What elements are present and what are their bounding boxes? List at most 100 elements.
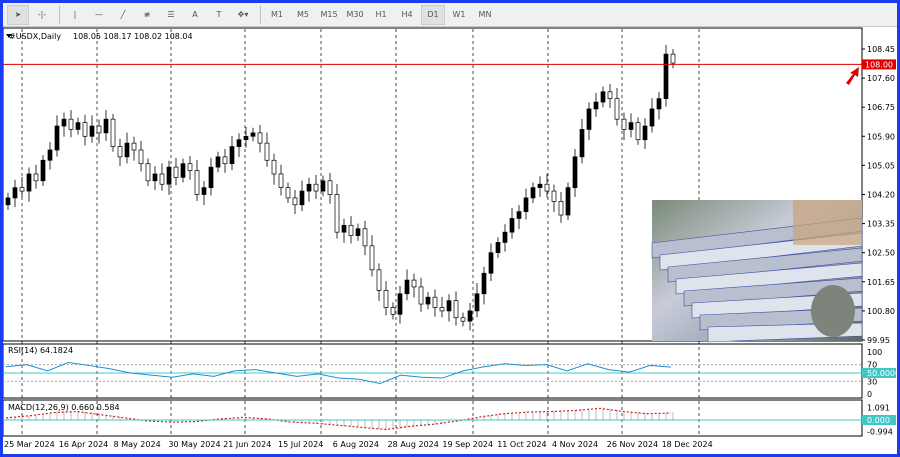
candle (572, 148, 578, 197)
candle (54, 115, 60, 157)
macd-panel (3, 399, 863, 437)
candle (250, 127, 256, 142)
shapes-icon[interactable]: ✥▾ (237, 10, 249, 19)
candle (138, 140, 144, 172)
vertical-line-icon[interactable]: | (73, 10, 77, 19)
candle (656, 92, 662, 120)
candle (376, 263, 382, 301)
candle (222, 148, 228, 173)
fibonacci-icon[interactable]: ≢ (143, 10, 151, 19)
candle (586, 102, 592, 141)
candle (404, 269, 410, 301)
rsi-line (5, 361, 672, 385)
candle (68, 109, 74, 138)
candle (257, 125, 263, 153)
date-tick: 19 Sep 2024 (442, 440, 493, 449)
candle (96, 119, 102, 144)
crosshair-icon[interactable]: -|- (37, 10, 47, 19)
candle (614, 88, 620, 126)
candle (12, 179, 18, 208)
candle (173, 157, 179, 186)
chart-window: ➤ -|- | — ╱ ≢ ☰ A T ✥▾ M1 M5 M15 M30 H1 H4 D1 W… (3, 3, 897, 454)
rsi-tick: 70 (867, 361, 877, 370)
macd-tick: -0.994 (867, 427, 893, 436)
candle (432, 289, 438, 317)
candle (61, 112, 67, 137)
timeframe-h4[interactable]: H4 (401, 10, 413, 19)
candle (446, 294, 452, 322)
chart-title: #USDX,Daily (9, 32, 61, 41)
candle (642, 118, 648, 149)
candle (607, 83, 613, 108)
candle (397, 285, 403, 324)
candle (47, 142, 53, 170)
candle (5, 192, 11, 210)
collapse-icon[interactable] (6, 34, 12, 38)
candle (628, 113, 634, 138)
candle (271, 153, 277, 185)
candle (194, 159, 200, 202)
candle (663, 44, 669, 107)
date-tick: 30 May 2024 (168, 440, 220, 449)
price-tick: 108.45 (867, 45, 895, 54)
candle (334, 183, 340, 239)
timeframe-h1[interactable]: H1 (375, 10, 387, 19)
candle (320, 175, 326, 197)
candle (516, 205, 522, 230)
candle (229, 135, 235, 171)
candle (299, 180, 305, 212)
price-tick: 99.95 (867, 336, 890, 345)
text-label-icon[interactable]: T (216, 10, 222, 19)
candle (264, 132, 270, 167)
rsi-label: RSI(14) 64.1824 (8, 346, 73, 355)
macd-tick: 0.000 (867, 416, 890, 425)
price-tick: 104.20 (867, 191, 895, 200)
timeframe-m15[interactable]: M15 (320, 10, 338, 19)
candle (201, 181, 207, 206)
candle (474, 283, 480, 318)
date-tick: 6 Aug 2024 (333, 440, 379, 449)
candle (551, 184, 557, 212)
trendline-icon[interactable]: ╱ (120, 10, 126, 19)
price-tick: 101.65 (867, 278, 895, 287)
date-tick: 11 Oct 2024 (497, 440, 546, 449)
date-tick: 25 Mar 2024 (4, 440, 55, 449)
price-chart[interactable]: 108.45 107.60 106.75 105.90 105.05 104.20 103.… (3, 3, 897, 454)
candle (243, 127, 249, 148)
candle (208, 157, 214, 196)
candle (103, 109, 109, 141)
candle (166, 160, 172, 195)
macd-signal-line (5, 407, 672, 431)
candle (40, 155, 46, 186)
candle (26, 167, 32, 202)
timeframe-m30[interactable]: M30 (346, 10, 364, 19)
price-tick: 102.50 (867, 249, 895, 258)
candle (180, 158, 186, 183)
date-tick: 16 Apr 2024 (59, 440, 108, 449)
timeframe-d1[interactable]: D1 (421, 4, 445, 25)
timeframe-m5[interactable]: M5 (297, 10, 309, 19)
timeframe-mn[interactable]: MN (478, 10, 492, 19)
candle (425, 292, 431, 310)
text-icon[interactable]: A (192, 10, 198, 19)
timeframe-w1[interactable]: W1 (452, 10, 466, 19)
candle (117, 138, 123, 167)
candle (285, 182, 291, 204)
candle (390, 302, 396, 320)
channel-icon[interactable]: ☰ (167, 10, 175, 19)
date-tick: 15 Jul 2024 (278, 440, 323, 449)
money-image (651, 200, 863, 343)
macd-label: MACD(12,26,9) 0.660 0.584 (8, 403, 120, 412)
toolbar: ➤ -|- | — ╱ ≢ ☰ A T ✥▾ M1 M5 M15 M30 H1 H4 D1 W… (3, 3, 897, 27)
candle (33, 164, 39, 189)
candle (327, 172, 333, 204)
candle (82, 114, 88, 146)
candle (649, 98, 655, 133)
candle (348, 216, 354, 244)
timeframe-m1[interactable]: M1 (271, 10, 283, 19)
candle (383, 281, 389, 316)
price-tick: 106.75 (867, 103, 895, 112)
horizontal-line-icon[interactable]: — (95, 10, 103, 19)
candle (306, 177, 312, 202)
cursor-icon[interactable]: ➤ (7, 4, 29, 25)
